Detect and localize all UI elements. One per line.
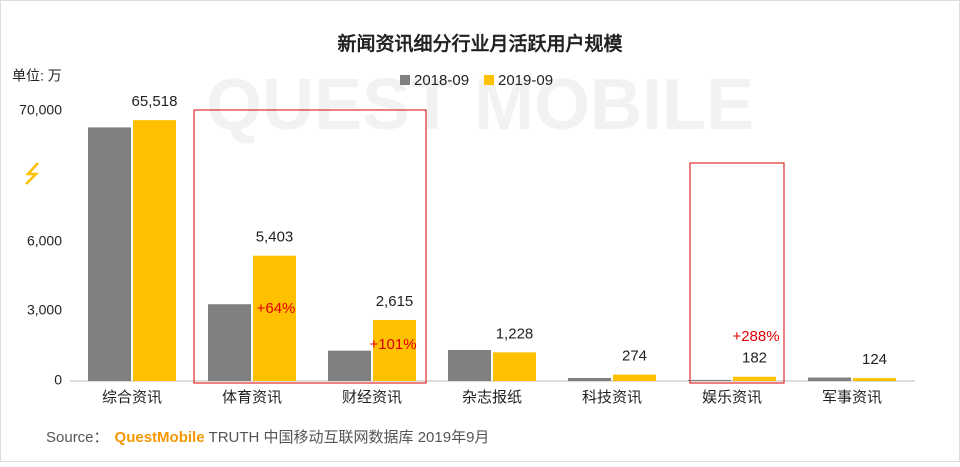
bar — [808, 377, 851, 381]
value-label: 124 — [862, 351, 887, 368]
chart-title: 新闻资讯细分行业月活跃用户规模 — [337, 32, 623, 55]
annotation: +64% — [257, 300, 296, 317]
bar — [613, 374, 656, 381]
value-label: 182 — [742, 350, 767, 367]
value-label: 65,518 — [132, 93, 178, 110]
value-label: 2,615 — [376, 293, 414, 310]
bar — [568, 377, 611, 381]
value-label: 274 — [622, 348, 647, 365]
y-tick-label: 6,000 — [27, 233, 62, 249]
x-tick-label: 综合资讯 — [102, 389, 162, 406]
y-tick-label: 3,000 — [27, 302, 62, 318]
x-tick-label: 杂志报纸 — [462, 389, 522, 406]
highlight-box — [193, 109, 427, 384]
legend-label: 2019-09 — [498, 72, 553, 89]
axis-break — [25, 162, 40, 185]
bar — [133, 120, 176, 381]
source-text: TRUTH 中国移动互联网数据库 2019年9月 — [209, 429, 490, 446]
legend-swatch — [400, 75, 410, 85]
bar — [493, 352, 536, 381]
annotation: +101% — [369, 336, 416, 353]
watermark: QUEST MOBILE — [206, 65, 754, 145]
bar — [853, 378, 896, 381]
legend-swatch — [484, 75, 494, 85]
x-tick-label: 体育资讯 — [222, 389, 282, 406]
source: Source： QuestMobile TRUTH 中国移动互联网数据库 2019年… — [46, 429, 489, 446]
x-tick-label: 科技资讯 — [582, 389, 642, 406]
bar — [253, 255, 296, 381]
value-label: 1,228 — [496, 325, 534, 342]
unit-label: 单位: 万 — [12, 68, 62, 84]
bar — [448, 349, 491, 381]
source-brand: QuestMobile — [115, 429, 205, 446]
bar — [328, 350, 371, 381]
bar — [208, 304, 251, 381]
x-tick-label: 军事资讯 — [822, 389, 882, 406]
bar — [373, 319, 416, 381]
bar — [733, 376, 776, 381]
y-tick-label: 0 — [54, 372, 62, 388]
y-tick-label: 70,000 — [19, 102, 62, 118]
highlight-box — [689, 162, 785, 384]
value-label: 5,403 — [256, 229, 294, 246]
bar — [688, 379, 731, 381]
x-tick-label: 财经资讯 — [342, 389, 402, 406]
source-prefix: Source： — [46, 429, 109, 446]
annotation: +288% — [732, 328, 779, 345]
legend-label: 2018-09 — [414, 72, 469, 89]
x-tick-label: 娱乐资讯 — [702, 389, 762, 406]
bar — [88, 127, 131, 381]
